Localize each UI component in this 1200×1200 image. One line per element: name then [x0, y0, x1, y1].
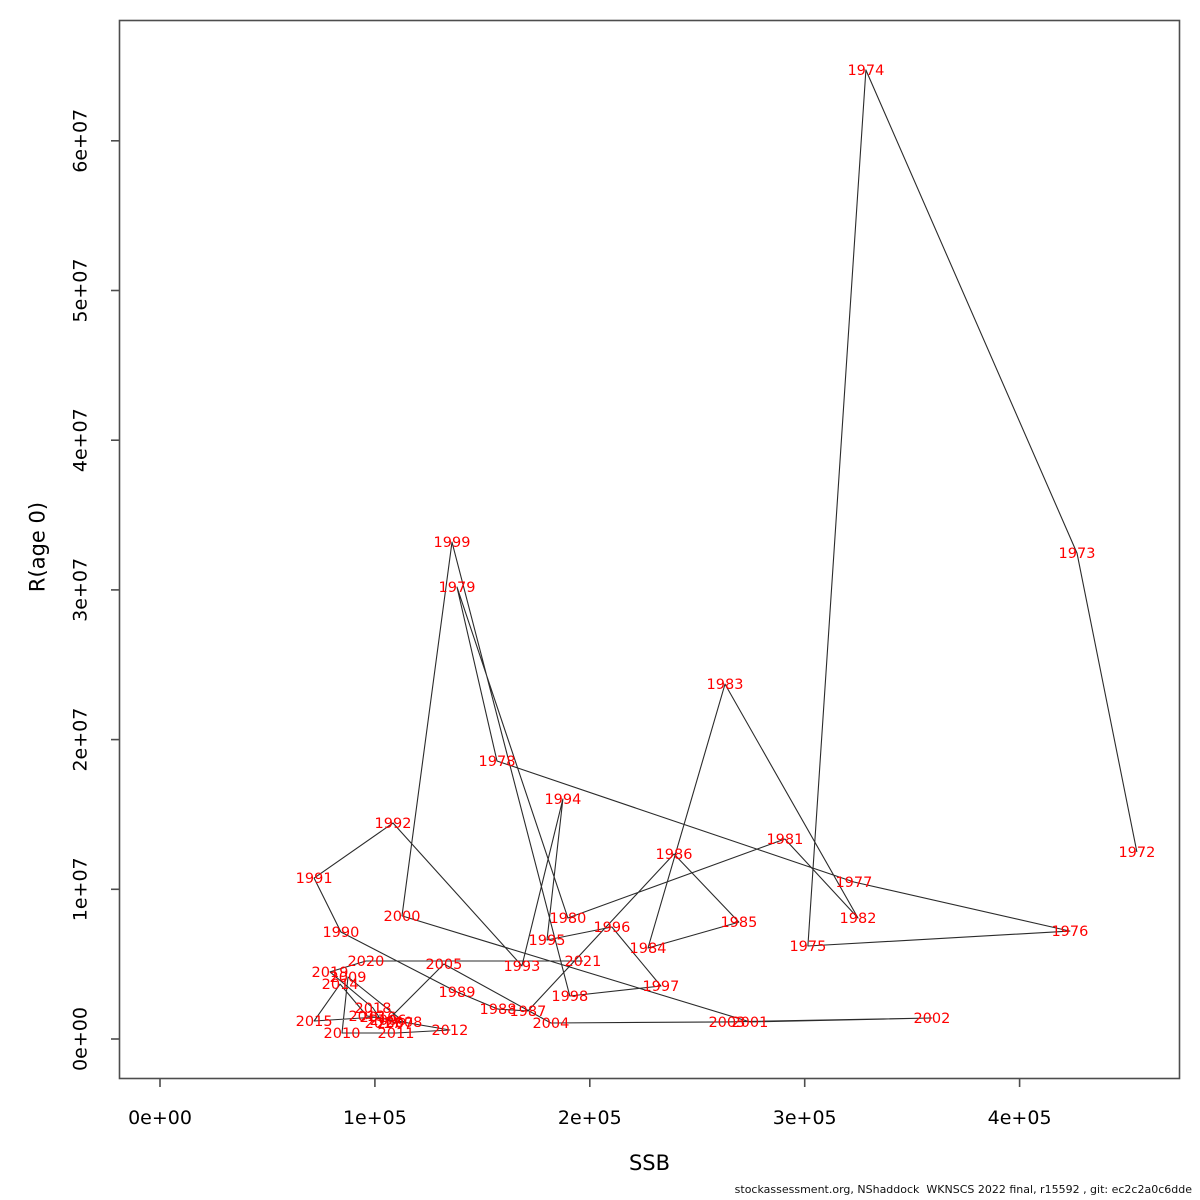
year-label-1997: 1997 — [642, 979, 679, 995]
year-label-1976: 1976 — [1051, 924, 1088, 940]
year-label-2001: 2001 — [731, 1015, 768, 1031]
year-label-1986: 1986 — [656, 847, 693, 863]
year-label-2006: 2006 — [370, 1013, 407, 1029]
year-label-1995: 1995 — [529, 933, 566, 949]
year-label-1985: 1985 — [720, 915, 757, 931]
year-label-1999: 1999 — [434, 535, 471, 551]
year-label-1979: 1979 — [439, 580, 476, 596]
year-label-1984: 1984 — [630, 941, 667, 957]
year-label-1996: 1996 — [593, 920, 630, 936]
year-label-1973: 1973 — [1059, 546, 1096, 562]
year-label-1998: 1998 — [551, 989, 588, 1005]
year-label-2018: 2018 — [355, 1001, 392, 1017]
year-label-1990: 1990 — [322, 925, 359, 941]
year-label-2019: 2019 — [312, 965, 349, 981]
year-label-1977: 1977 — [835, 875, 872, 891]
y-tick-label-3e+07: 3e+07 — [70, 558, 92, 622]
x-tick-label-2e+05: 2e+05 — [558, 1107, 622, 1129]
year-label-1978: 1978 — [479, 754, 516, 770]
year-label-2009: 2009 — [330, 970, 367, 986]
year-label-2007: 2007 — [376, 1016, 413, 1032]
year-label-1988: 1988 — [480, 1002, 517, 1018]
year-label-2017: 2017 — [365, 1016, 402, 1032]
year-label-2000: 2000 — [384, 909, 421, 925]
year-label-2013: 2013 — [348, 1009, 385, 1025]
year-label-2011: 2011 — [378, 1026, 415, 1042]
y-tick-label-4e+07: 4e+07 — [70, 408, 92, 472]
x-axis-title: SSB — [629, 1151, 670, 1175]
year-label-1991: 1991 — [296, 871, 333, 887]
y-axis-title: R(age 0) — [25, 502, 49, 592]
year-label-2010: 2010 — [324, 1026, 361, 1042]
year-label-1987: 1987 — [509, 1004, 546, 1020]
y-tick-label-5e+07: 5e+07 — [70, 259, 92, 323]
year-label-2002: 2002 — [913, 1011, 950, 1027]
year-label-1972: 1972 — [1118, 845, 1155, 861]
year-label-2014: 2014 — [322, 977, 359, 993]
y-tick-label-6e+07: 6e+07 — [70, 109, 92, 173]
year-label-2003: 2003 — [708, 1015, 745, 1031]
x-tick-label-4e+05: 4e+05 — [988, 1107, 1052, 1129]
year-label-2015: 2015 — [296, 1014, 333, 1030]
year-label-1989: 1989 — [439, 985, 476, 1001]
year-label-2016: 2016 — [359, 1010, 396, 1026]
y-tick-label-2e+07: 2e+07 — [70, 708, 92, 772]
year-label-2005: 2005 — [425, 957, 462, 973]
plot-caption: stockassessment.org, NShaddock WKNSCS 20… — [734, 1183, 1192, 1196]
year-label-2008: 2008 — [385, 1015, 422, 1031]
plot-frame — [118, 19, 1181, 1080]
year-label-1980: 1980 — [549, 911, 586, 927]
year-label-2012: 2012 — [431, 1023, 468, 1039]
year-label-2021: 2021 — [564, 954, 601, 970]
y-tick-label-0e+00: 0e+00 — [70, 1007, 92, 1071]
year-label-1982: 1982 — [840, 911, 877, 927]
year-label-1994: 1994 — [544, 792, 581, 808]
x-tick-label-1e+05: 1e+05 — [343, 1107, 407, 1129]
year-label-1992: 1992 — [375, 816, 412, 832]
year-label-1981: 1981 — [766, 832, 803, 848]
year-label-2020: 2020 — [347, 954, 384, 970]
year-label-1993: 1993 — [503, 959, 540, 975]
year-label-1974: 1974 — [847, 63, 884, 79]
recruitment-path — [313, 69, 1138, 1034]
year-label-1975: 1975 — [789, 939, 826, 955]
x-tick-label-3e+05: 3e+05 — [773, 1107, 837, 1129]
y-tick-label-1e+07: 1e+07 — [70, 857, 92, 921]
x-tick-label-0e+00: 0e+00 — [128, 1107, 192, 1129]
year-label-2004: 2004 — [532, 1016, 569, 1032]
year-label-1983: 1983 — [707, 677, 744, 693]
